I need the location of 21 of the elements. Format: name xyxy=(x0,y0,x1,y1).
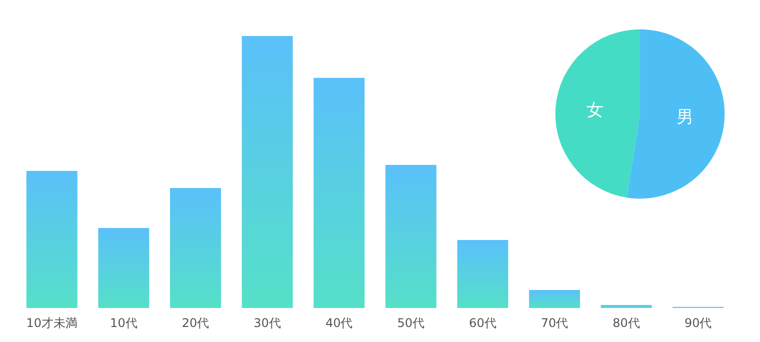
bar xyxy=(26,170,78,308)
x-tick-label: 90代 xyxy=(684,316,712,330)
x-tick-label: 40代 xyxy=(325,316,353,330)
x-tick-label: 80代 xyxy=(612,316,640,330)
x-tick-label: 30代 xyxy=(254,316,281,330)
x-tick-label: 10代 xyxy=(110,316,138,330)
x-tick-label: 50代 xyxy=(397,316,425,330)
bar xyxy=(242,36,293,308)
bar xyxy=(170,188,221,308)
bar xyxy=(98,228,150,308)
x-tick-label: 10才未満 xyxy=(26,316,78,330)
bar xyxy=(385,164,436,308)
x-tick-label: 70代 xyxy=(540,316,568,330)
bar xyxy=(600,305,652,308)
bar xyxy=(314,78,365,308)
x-tick-label: 20代 xyxy=(182,316,210,330)
x-tick-label: 60代 xyxy=(469,316,496,330)
slice-label: 女 xyxy=(586,100,604,120)
bar xyxy=(529,290,580,308)
slice-label: 男 xyxy=(676,108,694,128)
bar xyxy=(457,240,508,308)
